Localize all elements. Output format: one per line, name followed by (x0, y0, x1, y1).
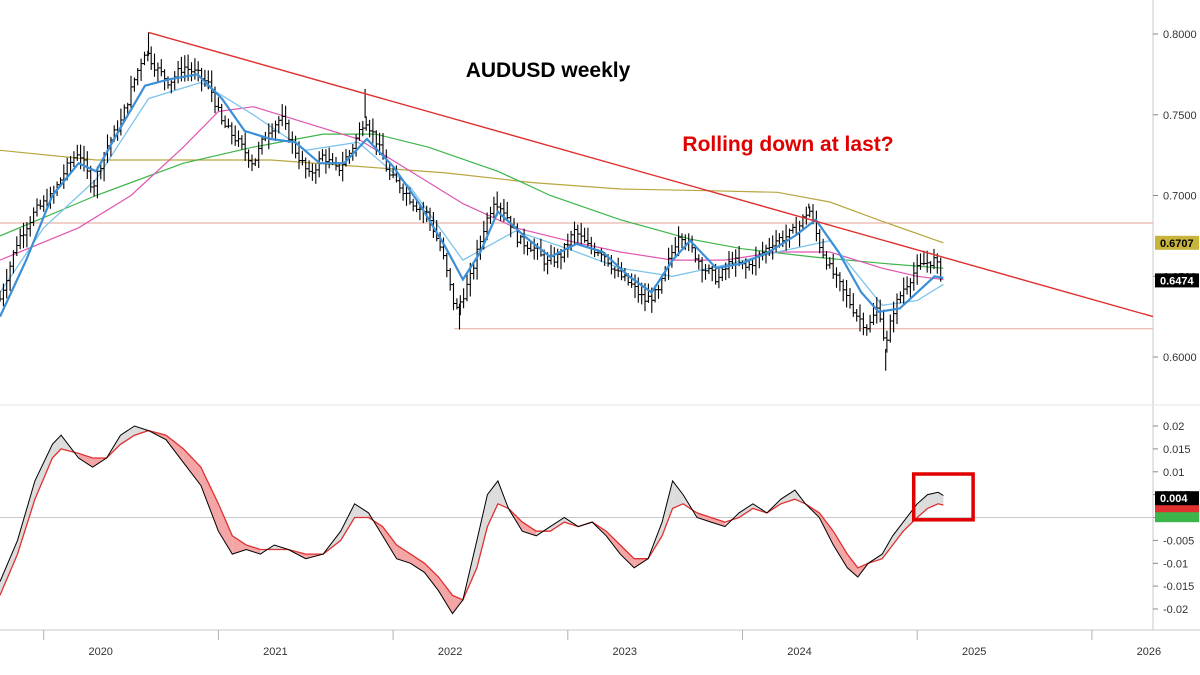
macd-fill-segment (232, 535, 247, 555)
macd-fill-segment (382, 526, 397, 559)
macd-fill-segment (396, 545, 411, 564)
macd-fill-segment (606, 531, 621, 555)
macd-fill-segment (452, 595, 463, 614)
x-tick-label: 2023 (613, 646, 637, 658)
price-tick-label: 0.7500 (1163, 110, 1197, 122)
macd-fill-segment (354, 503, 369, 518)
sma-long-line (0, 133, 944, 269)
last-value-tag-box (1155, 273, 1199, 288)
macd-fill-segment (218, 503, 233, 555)
macd-tick-label: 0.01 (1163, 467, 1184, 479)
macd-fill-segment (847, 554, 858, 577)
ema-slow-line (0, 81, 944, 306)
macd-tick-label: -0.02 (1163, 604, 1188, 616)
macd-fill-segment (550, 517, 565, 532)
macd-last-value-tag-box (1155, 491, 1199, 506)
macd-fill-segment (183, 448, 201, 486)
macd-pane: 0.020.0150.010.0050-0.005-0.01-0.015-0.0… (0, 421, 1199, 616)
last-value-tag-label: 0.6707 (1160, 238, 1194, 250)
macd-fill-segment (134, 426, 149, 436)
macd-fill-segment (246, 545, 261, 555)
last-value-tag-box (1155, 235, 1199, 250)
last-value-tag: 0.6707 (1155, 235, 1199, 250)
ema-fast-line (0, 73, 944, 318)
macd-fill-segment (620, 545, 635, 568)
macd-fill-segment (487, 480, 498, 527)
macd-fill-segment (120, 426, 135, 445)
macd-fill-segment (938, 492, 944, 506)
downtrend-line (148, 31, 1154, 318)
macd-signal-tag-box (1155, 501, 1199, 514)
chart-title: AUDUSD weekly (466, 59, 631, 82)
macd-fill-segment (438, 577, 453, 614)
macd-line (0, 425, 944, 615)
x-tick-label: 2026 (1137, 646, 1161, 658)
macd-last-value-tag: 0.004 (1155, 491, 1199, 506)
macd-fill-segment (780, 490, 795, 504)
sma-longest-line (0, 149, 944, 244)
macd-tick-label: 0.015 (1163, 444, 1191, 456)
macd-fill-segment (0, 540, 18, 596)
highlight-box (911, 472, 975, 522)
macd-signal-line (0, 429, 944, 601)
macd-fill-segment (200, 467, 219, 532)
price-tick-label: 0.7000 (1163, 191, 1197, 203)
macd-fill-segment (34, 444, 53, 500)
macd-tick-label: -0.005 (1163, 535, 1194, 547)
price-tick-label: 0.6000 (1163, 352, 1197, 364)
macd-fill-segment (166, 435, 184, 463)
x-tick-label: 2024 (787, 646, 811, 658)
macd-fill-segment (892, 522, 904, 545)
macd-tick-label: -0.015 (1163, 581, 1194, 593)
macd-tick-label: 0.02 (1163, 421, 1184, 433)
macd-fill-segment (739, 503, 753, 518)
price-tick-label: 0.8000 (1163, 29, 1197, 41)
macd-fill-segment (662, 480, 673, 536)
x-tick-label: 2025 (962, 646, 986, 658)
macd-tick-label: -0.01 (1163, 558, 1188, 570)
macd-fill-segment (672, 480, 684, 509)
macd-fill-segment (476, 494, 488, 568)
chart-annotation: Rolling down at last? (682, 133, 893, 156)
sma-mid-line (0, 106, 944, 281)
macd-fill-segment (819, 512, 834, 545)
macd-last-value-tag-label: 0.004 (1160, 493, 1188, 505)
macd-fill-segment (711, 517, 725, 527)
x-tick-label: 2021 (263, 646, 287, 658)
macd-fill-segment (882, 535, 893, 559)
x-tick-label: 2020 (88, 646, 112, 658)
macd-fill-segment (424, 563, 439, 591)
macd-fill-segment (410, 554, 425, 573)
time-axis: 2020 2021 2022 2023 2024 2025 2026 (43, 630, 1161, 658)
x-tick-label: 2022 (438, 646, 462, 658)
macd-fill-segment (697, 512, 711, 523)
last-value-tag-label: 0.6474 (1160, 275, 1195, 287)
macd-fill-segment (833, 531, 848, 568)
macd-fill-segment (917, 494, 928, 518)
macd-fill-segment (17, 480, 35, 555)
macd-fill-segment (522, 522, 537, 536)
macd-fill-segment (340, 503, 355, 541)
macd-zero-tag-box (1155, 512, 1199, 523)
last-value-tag: 0.6474 (1155, 273, 1199, 288)
macd-fill-segment (52, 435, 62, 458)
price-pane: 0.60000.65000.70000.75000.80000.67070.64… (0, 29, 1199, 371)
